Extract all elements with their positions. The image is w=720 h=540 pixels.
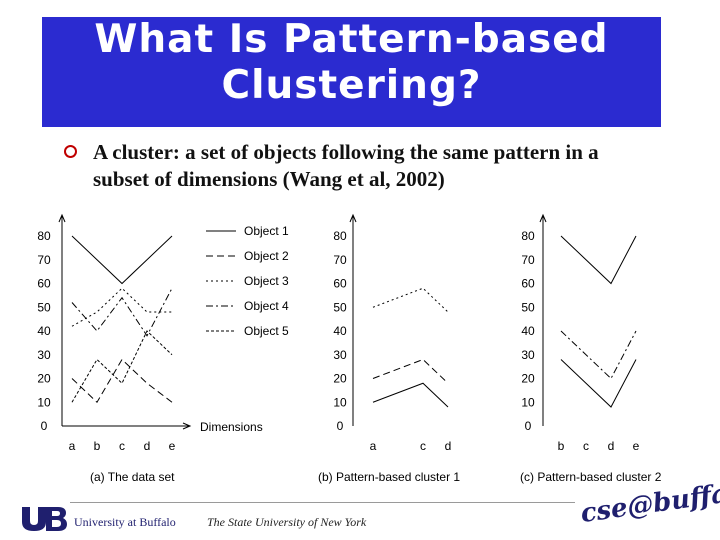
x-tick-label: d bbox=[445, 439, 452, 453]
series-line bbox=[560, 235, 637, 285]
y-tick-label: 10 bbox=[521, 395, 535, 409]
legend-label: Object 1 bbox=[244, 224, 289, 238]
y-tick-label: 80 bbox=[521, 229, 535, 243]
y-tick-label: 40 bbox=[333, 324, 347, 338]
y-tick-label: 60 bbox=[37, 277, 51, 291]
panel-title: (a) The data set bbox=[90, 470, 175, 484]
series-line bbox=[560, 330, 637, 380]
y-tick-label: 20 bbox=[521, 372, 535, 386]
title-line-2: Clustering? bbox=[221, 63, 482, 108]
ub-logo-icon bbox=[22, 507, 67, 531]
y-axis-arrow-2 bbox=[349, 213, 357, 223]
y-tick-label: 0 bbox=[337, 419, 344, 433]
series-line bbox=[372, 358, 449, 384]
x-axis-label: Dimensions bbox=[200, 420, 263, 434]
title-line-1: What Is Pattern-based bbox=[94, 17, 609, 62]
x-axis-arrow-1 bbox=[182, 422, 192, 430]
y-tick-label: 30 bbox=[37, 348, 51, 362]
x-tick-label: a bbox=[370, 439, 377, 453]
y-tick-label: 60 bbox=[333, 277, 347, 291]
y-tick-label: 50 bbox=[333, 300, 347, 314]
legend-label: Object 4 bbox=[244, 299, 289, 313]
y-tick-label: 0 bbox=[41, 419, 48, 433]
series-line bbox=[71, 358, 173, 404]
series-line bbox=[560, 359, 637, 408]
x-tick-label: b bbox=[94, 439, 101, 453]
x-tick-label: c bbox=[119, 439, 125, 453]
x-tick-label: a bbox=[69, 439, 76, 453]
legend-label: Object 5 bbox=[244, 324, 289, 338]
bullet-text: A cluster: a set of objects following th… bbox=[93, 140, 599, 191]
panel-title: (b) Pattern-based cluster 1 bbox=[318, 470, 460, 484]
y-tick-label: 10 bbox=[37, 395, 51, 409]
footer-divider bbox=[70, 502, 575, 503]
legend-label: Object 2 bbox=[244, 249, 289, 263]
x-tick-label: d bbox=[144, 439, 151, 453]
bullet-circle-icon bbox=[64, 145, 77, 158]
footer-state-university: The State University of New York bbox=[207, 515, 367, 529]
x-tick-label: b bbox=[558, 439, 565, 453]
slide-title: What Is Pattern-based Clustering? bbox=[42, 17, 661, 127]
y-tick-label: 50 bbox=[521, 300, 535, 314]
x-tick-label: c bbox=[583, 439, 589, 453]
y-tick-label: 60 bbox=[521, 277, 535, 291]
y-tick-label: 20 bbox=[333, 372, 347, 386]
y-tick-label: 0 bbox=[525, 419, 532, 433]
y-tick-label: 40 bbox=[521, 324, 535, 338]
x-tick-label: c bbox=[420, 439, 426, 453]
series-line bbox=[372, 287, 449, 313]
y-tick-label: 30 bbox=[521, 348, 535, 362]
y-tick-label: 20 bbox=[37, 372, 51, 386]
y-tick-label: 70 bbox=[37, 253, 51, 267]
legend-label: Object 3 bbox=[244, 274, 289, 288]
y-tick-label: 30 bbox=[333, 348, 347, 362]
y-tick-label: 80 bbox=[333, 229, 347, 243]
x-tick-label: e bbox=[169, 439, 176, 453]
y-tick-label: 70 bbox=[333, 253, 347, 267]
series-line bbox=[372, 382, 449, 408]
series-line bbox=[71, 287, 172, 327]
y-axis-arrow-3 bbox=[539, 213, 547, 223]
footer-university: University at Buffalo bbox=[74, 515, 176, 529]
series-line bbox=[71, 235, 173, 285]
y-tick-label: 50 bbox=[37, 300, 51, 314]
panel-title: (c) Pattern-based cluster 2 bbox=[520, 470, 662, 484]
x-tick-label: e bbox=[633, 439, 640, 453]
y-tick-label: 80 bbox=[37, 229, 51, 243]
series-line bbox=[71, 330, 173, 403]
y-tick-label: 70 bbox=[521, 253, 535, 267]
x-tick-label: d bbox=[608, 439, 615, 453]
y-tick-label: 40 bbox=[37, 324, 51, 338]
series-line bbox=[71, 288, 173, 337]
y-axis-arrow-1 bbox=[58, 213, 66, 223]
y-tick-label: 10 bbox=[333, 395, 347, 409]
